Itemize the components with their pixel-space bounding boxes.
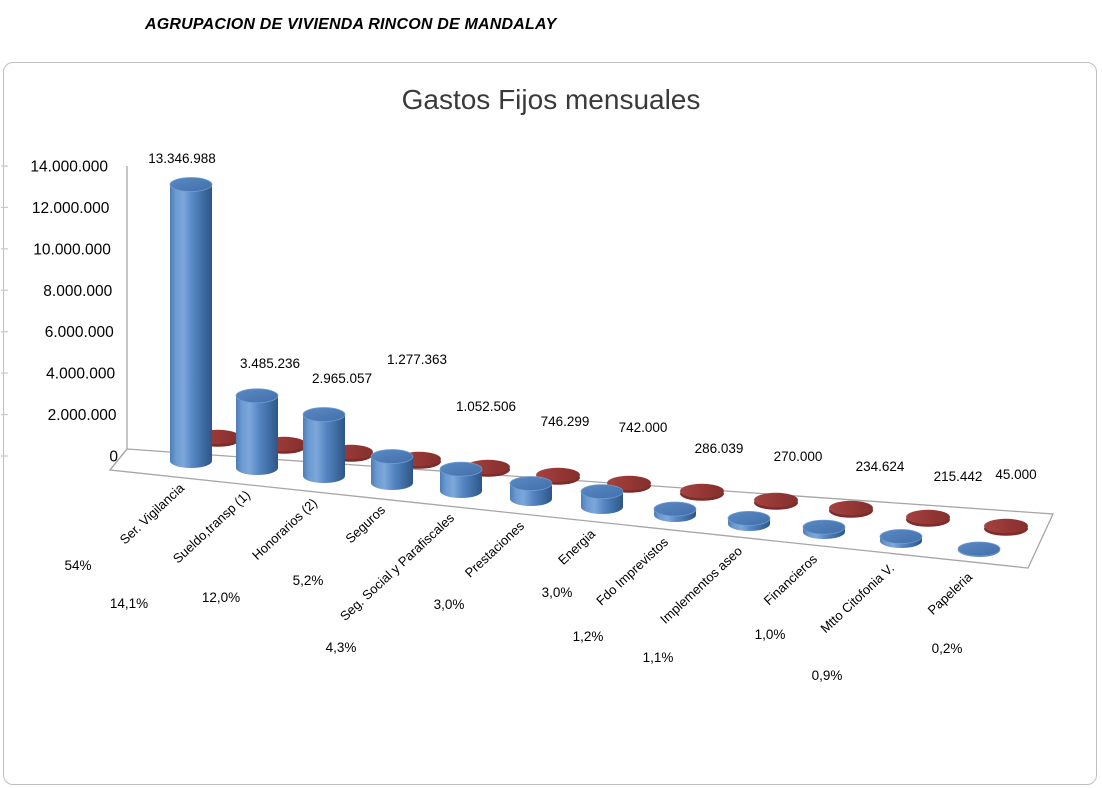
bar-cylinder-body bbox=[236, 395, 278, 475]
percent-label: 1,1% bbox=[643, 650, 674, 665]
percent-label: 54% bbox=[64, 558, 91, 573]
category-label: Implementos aseo bbox=[657, 543, 745, 626]
category-label: Energia bbox=[555, 526, 599, 568]
value-label: 746.299 bbox=[541, 414, 590, 429]
bar-cylinder-body bbox=[170, 184, 212, 468]
percent-marker bbox=[754, 492, 798, 508]
bar-cylinder-top bbox=[957, 541, 1001, 557]
value-label: 2.965.057 bbox=[312, 371, 372, 386]
value-label: 3.485.236 bbox=[240, 356, 300, 371]
category-label: Honorarios (2) bbox=[249, 495, 320, 563]
percent-label: 1,0% bbox=[755, 627, 786, 642]
value-label: 1.277.363 bbox=[387, 352, 447, 367]
y-axis-tick-label: 6.000.000 bbox=[45, 324, 114, 341]
bar-cylinder-body bbox=[303, 414, 345, 483]
bar-cylinder-top bbox=[439, 461, 483, 477]
percent-marker bbox=[906, 509, 950, 525]
bar-cylinder-top bbox=[727, 511, 771, 526]
value-label: 215.442 bbox=[934, 469, 983, 484]
category-label: Mtto Citofonia V. bbox=[817, 560, 897, 636]
bar-cylinder-top bbox=[580, 484, 624, 500]
value-label: 742.000 bbox=[619, 420, 668, 435]
category-label: Fdo Imprevistos bbox=[593, 534, 671, 608]
percent-label: 0,9% bbox=[812, 668, 843, 683]
percent-label: 12,0% bbox=[202, 590, 240, 605]
bar-cylinder-top bbox=[802, 519, 846, 535]
bar-cylinder-top bbox=[653, 501, 697, 517]
bar-cylinder-top bbox=[302, 407, 346, 422]
bar-cylinder-top bbox=[509, 476, 553, 491]
percent-label: 3,0% bbox=[542, 585, 573, 600]
percent-marker bbox=[984, 518, 1028, 534]
percent-marker bbox=[680, 483, 724, 499]
percent-label: 14,1% bbox=[110, 596, 148, 611]
bar-cylinder-top bbox=[879, 529, 923, 544]
percent-label: 0,2% bbox=[932, 641, 963, 656]
percent-label: 3,0% bbox=[434, 597, 465, 612]
bar-cylinder-body bbox=[440, 469, 482, 498]
value-label: 45.000 bbox=[995, 467, 1036, 482]
percent-marker bbox=[607, 475, 651, 491]
y-axis-tick-label: 2.000.000 bbox=[48, 407, 117, 424]
value-label: 286.039 bbox=[695, 441, 744, 456]
document-header: AGRUPACION DE VIVIENDA RINCON DE MANDALA… bbox=[145, 16, 557, 33]
category-label: Prestaciones bbox=[462, 518, 528, 581]
percent-label: 5,2% bbox=[293, 573, 324, 588]
category-label: Financieros bbox=[761, 551, 821, 608]
bar-cylinder-body bbox=[371, 456, 413, 490]
percent-label: 4,3% bbox=[326, 640, 357, 655]
percent-marker bbox=[829, 500, 873, 516]
y-axis-tick-label: 0 bbox=[109, 449, 118, 466]
y-axis-tick-label: 4.000.000 bbox=[46, 366, 115, 383]
value-label: 13.346.988 bbox=[148, 151, 216, 166]
category-label: Seguros bbox=[342, 502, 388, 546]
value-label: 270.000 bbox=[774, 449, 823, 464]
category-label: Ser. Vigilancia bbox=[117, 480, 188, 548]
category-label: Sueldo,transp (1) bbox=[170, 487, 253, 566]
bar-cylinder-top bbox=[370, 449, 414, 464]
y-axis-tick-label: 14.000.000 bbox=[30, 158, 108, 175]
value-label: 1.052.506 bbox=[456, 399, 516, 414]
y-axis-tick-label: 8.000.000 bbox=[43, 283, 112, 300]
bar-cylinder-top bbox=[235, 388, 279, 404]
value-axis-line bbox=[109, 166, 128, 471]
value-label: 234.624 bbox=[856, 459, 905, 474]
y-axis-tick-label: 12.000.000 bbox=[32, 200, 110, 217]
category-label: Papeleria bbox=[925, 569, 976, 618]
bar-cylinder-top bbox=[169, 177, 213, 192]
chart-title: Gastos Fijos mensuales bbox=[401, 84, 701, 115]
y-axis-tick-label: 10.000.000 bbox=[33, 241, 111, 258]
percent-label: 1,2% bbox=[573, 629, 604, 644]
